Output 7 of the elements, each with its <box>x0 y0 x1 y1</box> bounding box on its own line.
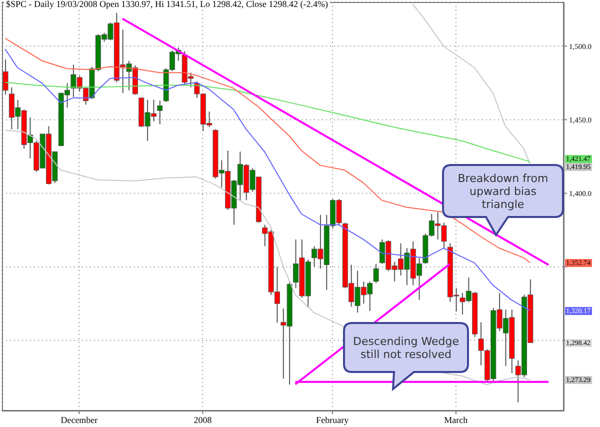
x-tick-label: March <box>444 415 468 425</box>
annotation: Breakdown from upward bias triangle <box>456 170 550 212</box>
x-tick-label: December <box>60 415 98 425</box>
x-tick-label: February <box>316 415 350 425</box>
chart-title: $SPC - Daily 19/03/2008 Open 1330.97, Hi 1341.51, Lo 1298.42, Close 1298.42 (-2.4%) <box>4 0 330 9</box>
x-tick-label: 2008 <box>194 415 212 425</box>
annotation: Descending Wedge still not resolved <box>352 334 460 362</box>
